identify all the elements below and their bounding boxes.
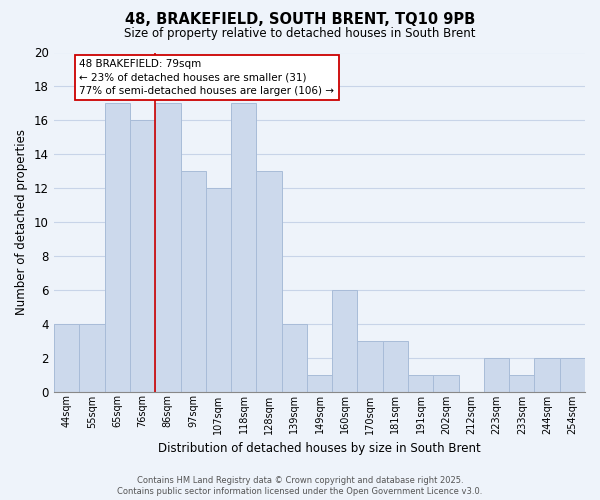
Bar bbox=[155, 104, 181, 392]
Bar bbox=[560, 358, 585, 392]
Y-axis label: Number of detached properties: Number of detached properties bbox=[15, 129, 28, 315]
Bar bbox=[484, 358, 509, 392]
X-axis label: Distribution of detached houses by size in South Brent: Distribution of detached houses by size … bbox=[158, 442, 481, 455]
Bar bbox=[256, 171, 281, 392]
Bar bbox=[104, 104, 130, 392]
Bar bbox=[408, 374, 433, 392]
Text: Contains HM Land Registry data © Crown copyright and database right 2025.: Contains HM Land Registry data © Crown c… bbox=[137, 476, 463, 485]
Text: 48, BRAKEFIELD, SOUTH BRENT, TQ10 9PB: 48, BRAKEFIELD, SOUTH BRENT, TQ10 9PB bbox=[125, 12, 475, 28]
Bar bbox=[54, 324, 79, 392]
Text: Contains public sector information licensed under the Open Government Licence v3: Contains public sector information licen… bbox=[118, 487, 482, 496]
Bar bbox=[206, 188, 231, 392]
Bar bbox=[433, 374, 458, 392]
Bar bbox=[535, 358, 560, 392]
Bar bbox=[130, 120, 155, 392]
Bar bbox=[181, 171, 206, 392]
Text: 48 BRAKEFIELD: 79sqm
← 23% of detached houses are smaller (31)
77% of semi-detac: 48 BRAKEFIELD: 79sqm ← 23% of detached h… bbox=[79, 60, 334, 96]
Bar bbox=[332, 290, 358, 392]
Bar bbox=[79, 324, 104, 392]
Text: Size of property relative to detached houses in South Brent: Size of property relative to detached ho… bbox=[124, 28, 476, 40]
Bar bbox=[307, 374, 332, 392]
Bar bbox=[231, 104, 256, 392]
Bar bbox=[358, 340, 383, 392]
Bar bbox=[281, 324, 307, 392]
Bar bbox=[383, 340, 408, 392]
Bar bbox=[509, 374, 535, 392]
